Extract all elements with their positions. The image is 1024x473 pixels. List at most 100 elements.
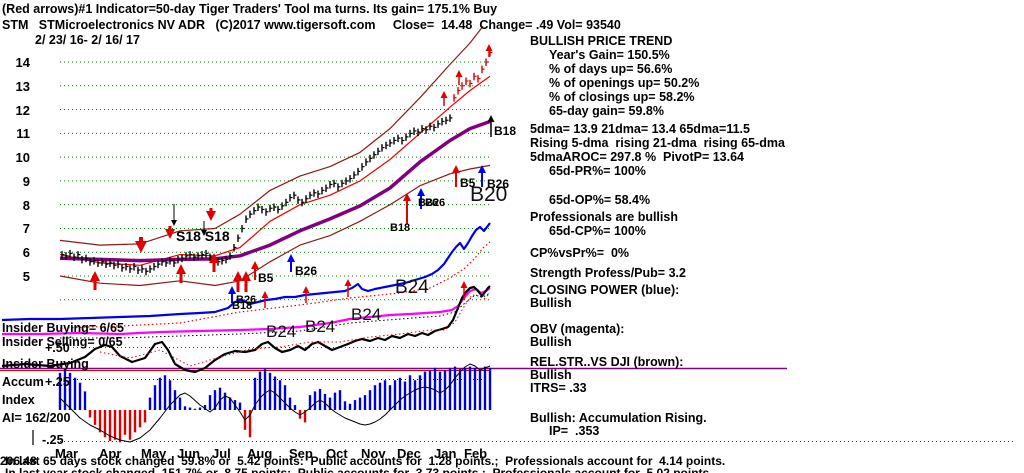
panel-line: 5dma= 13.9 21dma= 13.4 65dma=11.5	[530, 122, 750, 136]
left-label: -.25	[42, 433, 64, 447]
ai-average	[59, 363, 491, 443]
price-tick-label: 9	[22, 173, 30, 189]
left-label: Accum	[2, 375, 44, 389]
panel-line: Year's Gain= 150.5%	[549, 48, 670, 62]
panel-line: 65d-PR%= 100%	[549, 164, 646, 178]
arrow-up-icon	[485, 44, 493, 51]
panel-line: OBV (magenta):	[530, 322, 625, 336]
price-tick-label: 6	[22, 245, 30, 261]
panel-line: 65-day gain= 59.8%	[549, 104, 664, 118]
arrow-down-icon	[165, 229, 175, 239]
panel-line: % of openings up= 50.2%	[549, 76, 700, 90]
price-tick-label: 8	[22, 197, 30, 213]
rel-str	[1, 285, 491, 374]
arrow-down-icon	[135, 241, 147, 253]
left-label: +.50	[45, 341, 70, 355]
month-label: Mar	[55, 446, 79, 461]
signal-label: B5	[258, 271, 274, 285]
upper-band	[59, 25, 484, 246]
arrow-up-icon	[302, 286, 310, 293]
panel-line: Bullish: Accumulation Rising.	[530, 411, 707, 425]
price-tick-label: 12	[15, 102, 30, 118]
bottom-status-line-clipped: In last year stock changed 151.7% or 8.7…	[5, 466, 713, 473]
arrow-up-icon	[287, 254, 295, 262]
signal-label: B26	[295, 264, 318, 278]
panel-line: 65d-CP%= 100%	[549, 224, 646, 238]
bottom-status-line: In last 65 days stock changed 59.8% or 5…	[5, 454, 726, 468]
signal-label: B24	[266, 322, 297, 341]
cp-support-dotted	[59, 241, 491, 329]
arrow-up-icon	[90, 271, 100, 281]
signal-label: B26	[418, 197, 439, 209]
left-label: +.25	[45, 375, 70, 389]
obv-dotted	[60, 292, 491, 339]
header-date-range: 2/ 23/ 16- 2/ 16/ 17	[35, 33, 140, 47]
panel-line: CP%vsPr%= 0%	[530, 246, 630, 260]
left-label: Insider Selling= 0/65	[2, 335, 123, 349]
closing-power	[1, 222, 491, 322]
panel-line: 65d-OP%= 58.4%	[549, 193, 651, 207]
panel-line: IP= .353	[549, 424, 600, 438]
panel-line: Bullish	[530, 296, 572, 310]
arrow-up-icon	[233, 271, 243, 281]
left-label: Index	[2, 393, 35, 407]
arrow-up-icon	[440, 91, 448, 98]
arrow-down-icon	[201, 230, 207, 236]
price-tick-label: 5	[22, 269, 30, 285]
arrow-up-icon	[460, 281, 468, 288]
signal-label: B5	[460, 176, 476, 190]
arrow-down-icon	[206, 211, 216, 221]
month-label: Feb	[464, 446, 488, 461]
month-label: Nov	[361, 446, 386, 461]
month-label: Sep	[289, 446, 313, 461]
arrow-up-icon	[455, 70, 463, 77]
panel-line: % of days up= 56.6%	[549, 62, 673, 76]
obv	[2, 287, 491, 336]
arrow-up-icon	[452, 165, 460, 173]
price-tick-label: 10	[15, 150, 30, 166]
signal-label: B24	[305, 317, 336, 336]
left-label: Insider Buying= 6/65	[2, 321, 124, 335]
header-indicator-line: (Red arrows)#1 Indicator=50-day Tiger Tr…	[2, 2, 498, 16]
panel-line: % of closings up= 58.2%	[549, 90, 695, 104]
left-label: AI= 162/200	[2, 411, 71, 425]
lower-band	[59, 164, 491, 287]
month-label: Jan	[434, 446, 457, 461]
panel-line: CLOSING POWER (blue):	[530, 283, 680, 297]
signal-label: B26	[425, 197, 446, 209]
month-label: Dec	[397, 446, 421, 461]
arrow-up-icon	[241, 271, 251, 281]
price-tick-label: 14	[15, 55, 30, 70]
arrow-up-icon	[228, 286, 236, 294]
bottom-overlay-value: 206.48	[0, 454, 37, 468]
arrow-up-icon	[176, 264, 186, 274]
month-label: Aug	[247, 446, 273, 461]
panel-line: Strength Profess/Pub= 3.2	[530, 266, 686, 280]
panel-line: Rising 5-dma rising 21-dma rising 65-dma	[530, 136, 785, 150]
panel-line: Bullish	[530, 368, 572, 382]
panel-line: REL.STR..VS DJI (brown):	[530, 355, 684, 369]
month-label: Oct	[326, 446, 348, 461]
header-symbol-line: STM STMicroelectronics NV ADR (C)2017 ww…	[2, 18, 621, 32]
signal-label: B26	[487, 177, 510, 191]
arrow-up-icon	[344, 279, 352, 286]
65dma	[59, 119, 491, 263]
left-label: Insider Buying	[2, 357, 89, 371]
arrow-up-icon	[261, 291, 269, 298]
arrow-up-icon	[487, 115, 495, 122]
arrow-up-icon	[417, 188, 425, 196]
arrow-up-icon	[251, 261, 259, 269]
panel-line: Bullish	[530, 335, 572, 349]
signal-label: B20	[470, 183, 508, 206]
price-tick-label: 13	[15, 78, 30, 94]
arrow-up-icon	[209, 253, 219, 263]
panel-line: ITRS= .33	[530, 381, 587, 395]
signal-label: B24	[351, 305, 382, 324]
month-label: May	[141, 446, 167, 461]
signal-label: B18	[232, 300, 253, 312]
panel-line: 5dmaAROC= 297.8 % PivotP= 13.64	[530, 150, 744, 164]
price-tick-label: 7	[22, 221, 30, 237]
trader-tool-50dma	[59, 75, 491, 266]
